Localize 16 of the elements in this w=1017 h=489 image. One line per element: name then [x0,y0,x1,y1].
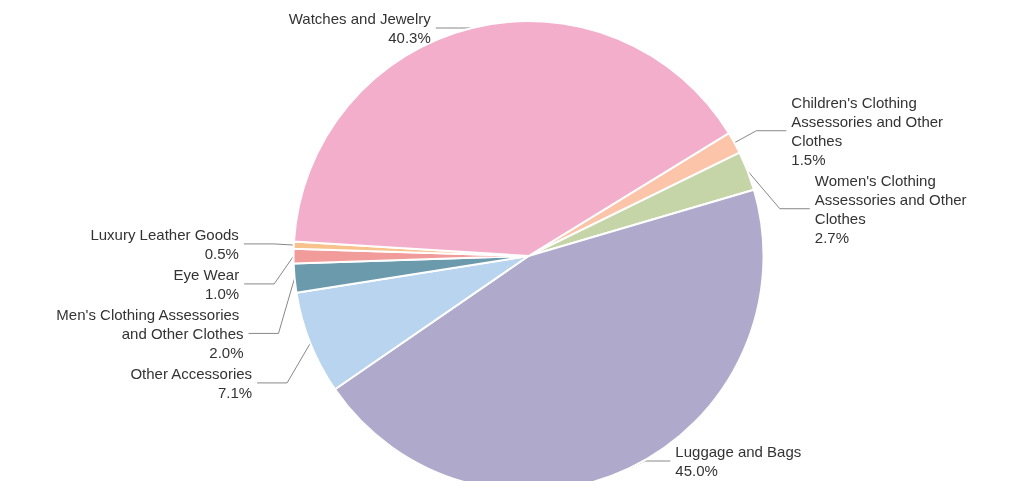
slice-label: Children's Clothing Assessories and Other Clothes [791,93,948,149]
slice-label: Eye Wear [173,265,240,283]
data-label: 40.3% [388,29,431,46]
data-label: 0.5% [204,244,239,262]
data-label: 45.0% [675,462,718,479]
slice-label: Watches and Jewelry [288,10,432,27]
slice-label: Men's Clothing Assessories and Other Clothes [56,305,244,342]
data-label: 7.1% [217,383,253,401]
data-label: 2.0% [209,343,244,361]
slice-label: Luggage and Bags [675,443,802,460]
data-label: 1.0% [204,284,240,302]
data-label: 1.5% [791,150,826,168]
slice-label: Women's Clothing Assessories and Other Clothes [814,171,971,227]
slice-label: Luxury Leather Goods [90,225,239,243]
slice-label: Other Accessories [130,364,253,382]
data-label: 2.7% [814,228,850,246]
